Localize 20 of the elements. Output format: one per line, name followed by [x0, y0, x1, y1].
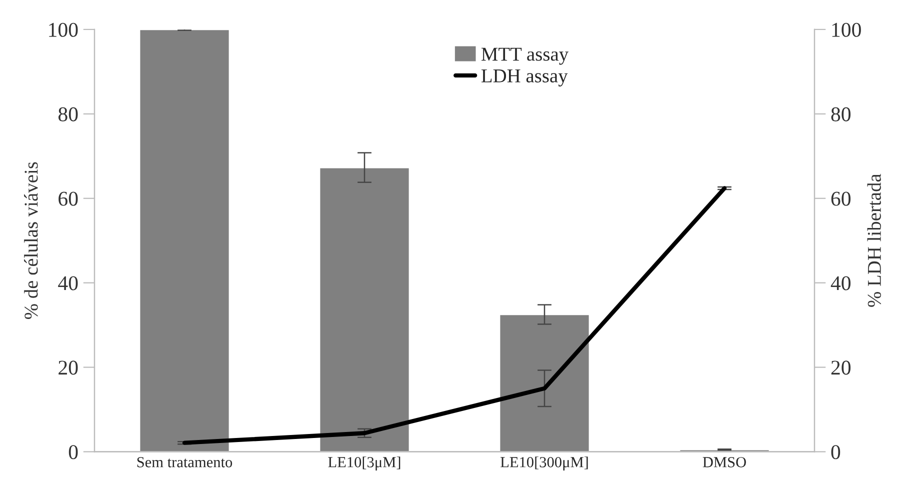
y-tick-label: 20: [58, 360, 78, 375]
y-tick-label: 0: [68, 445, 78, 460]
y-tick-label: 60: [58, 192, 78, 206]
y2-tick-label: 20: [831, 360, 851, 375]
y2-tick-label: 0: [831, 445, 840, 460]
y-tick-label: 40: [58, 276, 78, 290]
x-tick-label: LE10[300μM]: [500, 456, 588, 470]
y2-tick-label: 60: [831, 192, 851, 206]
y2-axis-title: % LDH libertada: [867, 174, 882, 307]
legend-label: MTT assay: [481, 48, 568, 65]
y-tick-label: 80: [58, 107, 78, 122]
y-axis-title: % de células viáveis: [24, 162, 38, 320]
x-tick-label: DMSO: [702, 457, 746, 468]
y-tick-label: 100: [49, 22, 78, 37]
y2-tick-label: 80: [831, 107, 851, 122]
legend-label: LDH assay: [481, 70, 568, 86]
y2-tick-label: 100: [832, 22, 861, 37]
y2-tick-label: 40: [830, 276, 851, 290]
x-tick-label: Sem tratamento: [137, 457, 232, 468]
x-tick-label: LE10[3μM]: [328, 456, 400, 470]
